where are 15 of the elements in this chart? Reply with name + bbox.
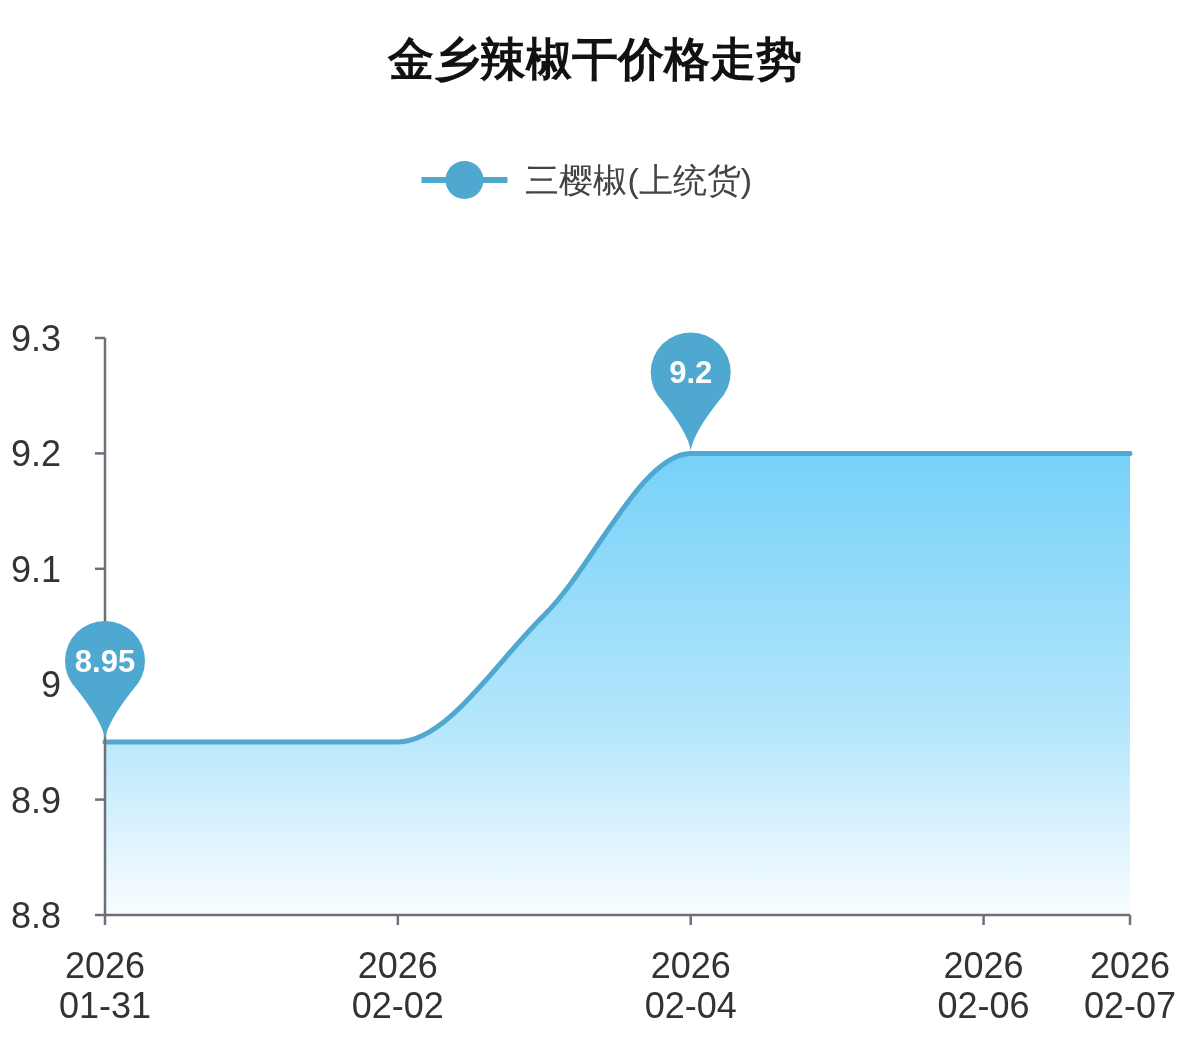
x-tick-label: 2026 02-04 bbox=[644, 945, 737, 1027]
x-tick-label: 2026 01-31 bbox=[58, 945, 152, 1027]
y-tick-label: 8.8 bbox=[10, 895, 61, 936]
x-tick-label: 2026 02-02 bbox=[351, 945, 444, 1027]
y-tick-label: 8.9 bbox=[10, 779, 61, 821]
legend-label: 三樱椒(上统货) bbox=[525, 161, 753, 199]
y-tick-label: 9.3 bbox=[10, 318, 61, 359]
annotation: 8.95 bbox=[74, 643, 136, 679]
x-tick-label: 2026 02-07 bbox=[1083, 945, 1177, 1027]
chart-title: 金乡辣椒干价格走势 bbox=[386, 33, 802, 85]
y-tick-label: 9.2 bbox=[10, 433, 61, 475]
annotation: 9.2 bbox=[669, 355, 713, 391]
x-tick-label: 2026 02-06 bbox=[937, 945, 1030, 1027]
y-tick-label: 9.1 bbox=[10, 548, 61, 590]
y-tick-label: 9 bbox=[40, 664, 61, 706]
